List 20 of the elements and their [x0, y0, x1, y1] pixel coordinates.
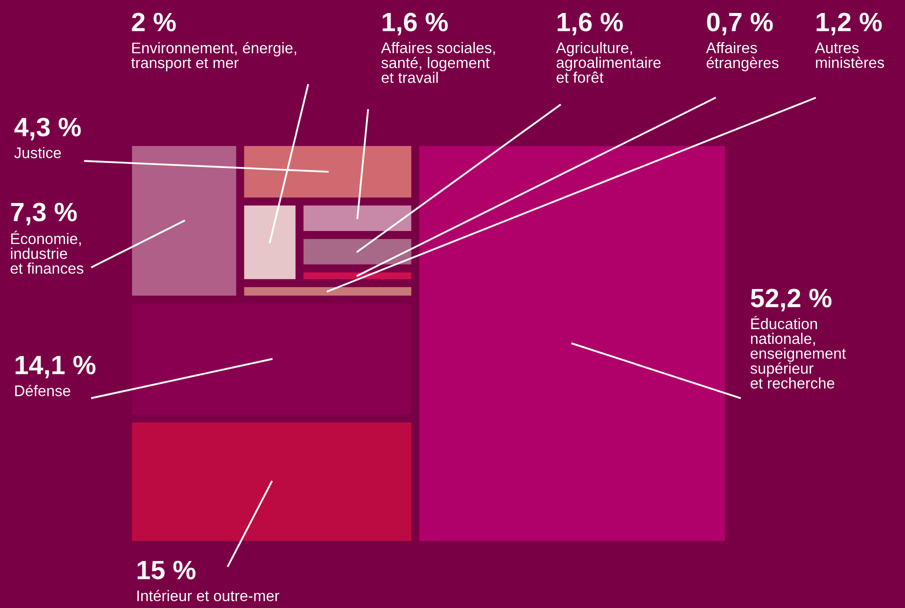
category-label: Affaires étrangères: [706, 42, 778, 72]
category-label: Justice: [14, 147, 61, 158]
category-label: Défense: [15, 384, 70, 396]
data-label: 2 %: [132, 12, 176, 32]
category-label: Autres ministères: [815, 42, 884, 68]
category-label: Environnement, énergie, transport et mer: [131, 42, 296, 72]
data-label: 15 %: [138, 560, 196, 580]
data-label: 1,6 %: [382, 12, 448, 36]
data-label: 1,2 %: [816, 12, 882, 36]
data-label: 1,6 %: [558, 12, 623, 36]
category-label: Éducation nationale, enseignement supérieur et recherche: [750, 316, 846, 389]
data-label: 4,3 %: [14, 118, 81, 140]
data-label: 7,3 %: [11, 202, 77, 226]
data-label: 14,1 %: [16, 356, 96, 378]
data-label: 52,2 %: [750, 288, 832, 312]
category-label: Intérieur et outre-mer: [137, 590, 280, 602]
category-label: Agriculture, agroalimentaire et forêt: [556, 42, 661, 83]
category-label: Affaires sociales, santé, logement et travail: [381, 42, 495, 83]
data-label: 0,7 %: [707, 12, 773, 36]
category-label: Économie, industrie et finances: [10, 230, 84, 274]
